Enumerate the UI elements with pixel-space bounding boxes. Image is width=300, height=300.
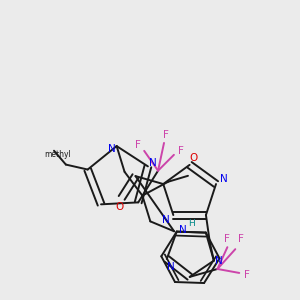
- Text: N: N: [220, 174, 228, 184]
- Text: N: N: [179, 225, 187, 235]
- Text: F: F: [238, 234, 244, 244]
- Text: F: F: [224, 234, 230, 244]
- Text: O: O: [116, 202, 124, 212]
- Text: O: O: [190, 153, 198, 163]
- Text: H: H: [188, 219, 195, 228]
- Text: N: N: [161, 215, 169, 225]
- Text: F: F: [135, 140, 141, 150]
- Text: N: N: [215, 256, 223, 266]
- Text: N: N: [149, 158, 157, 168]
- Text: N: N: [167, 262, 175, 272]
- Text: F: F: [178, 146, 184, 156]
- Text: F: F: [244, 270, 250, 280]
- Text: N: N: [108, 144, 116, 154]
- Text: methyl: methyl: [45, 150, 71, 159]
- Text: F: F: [163, 130, 169, 140]
